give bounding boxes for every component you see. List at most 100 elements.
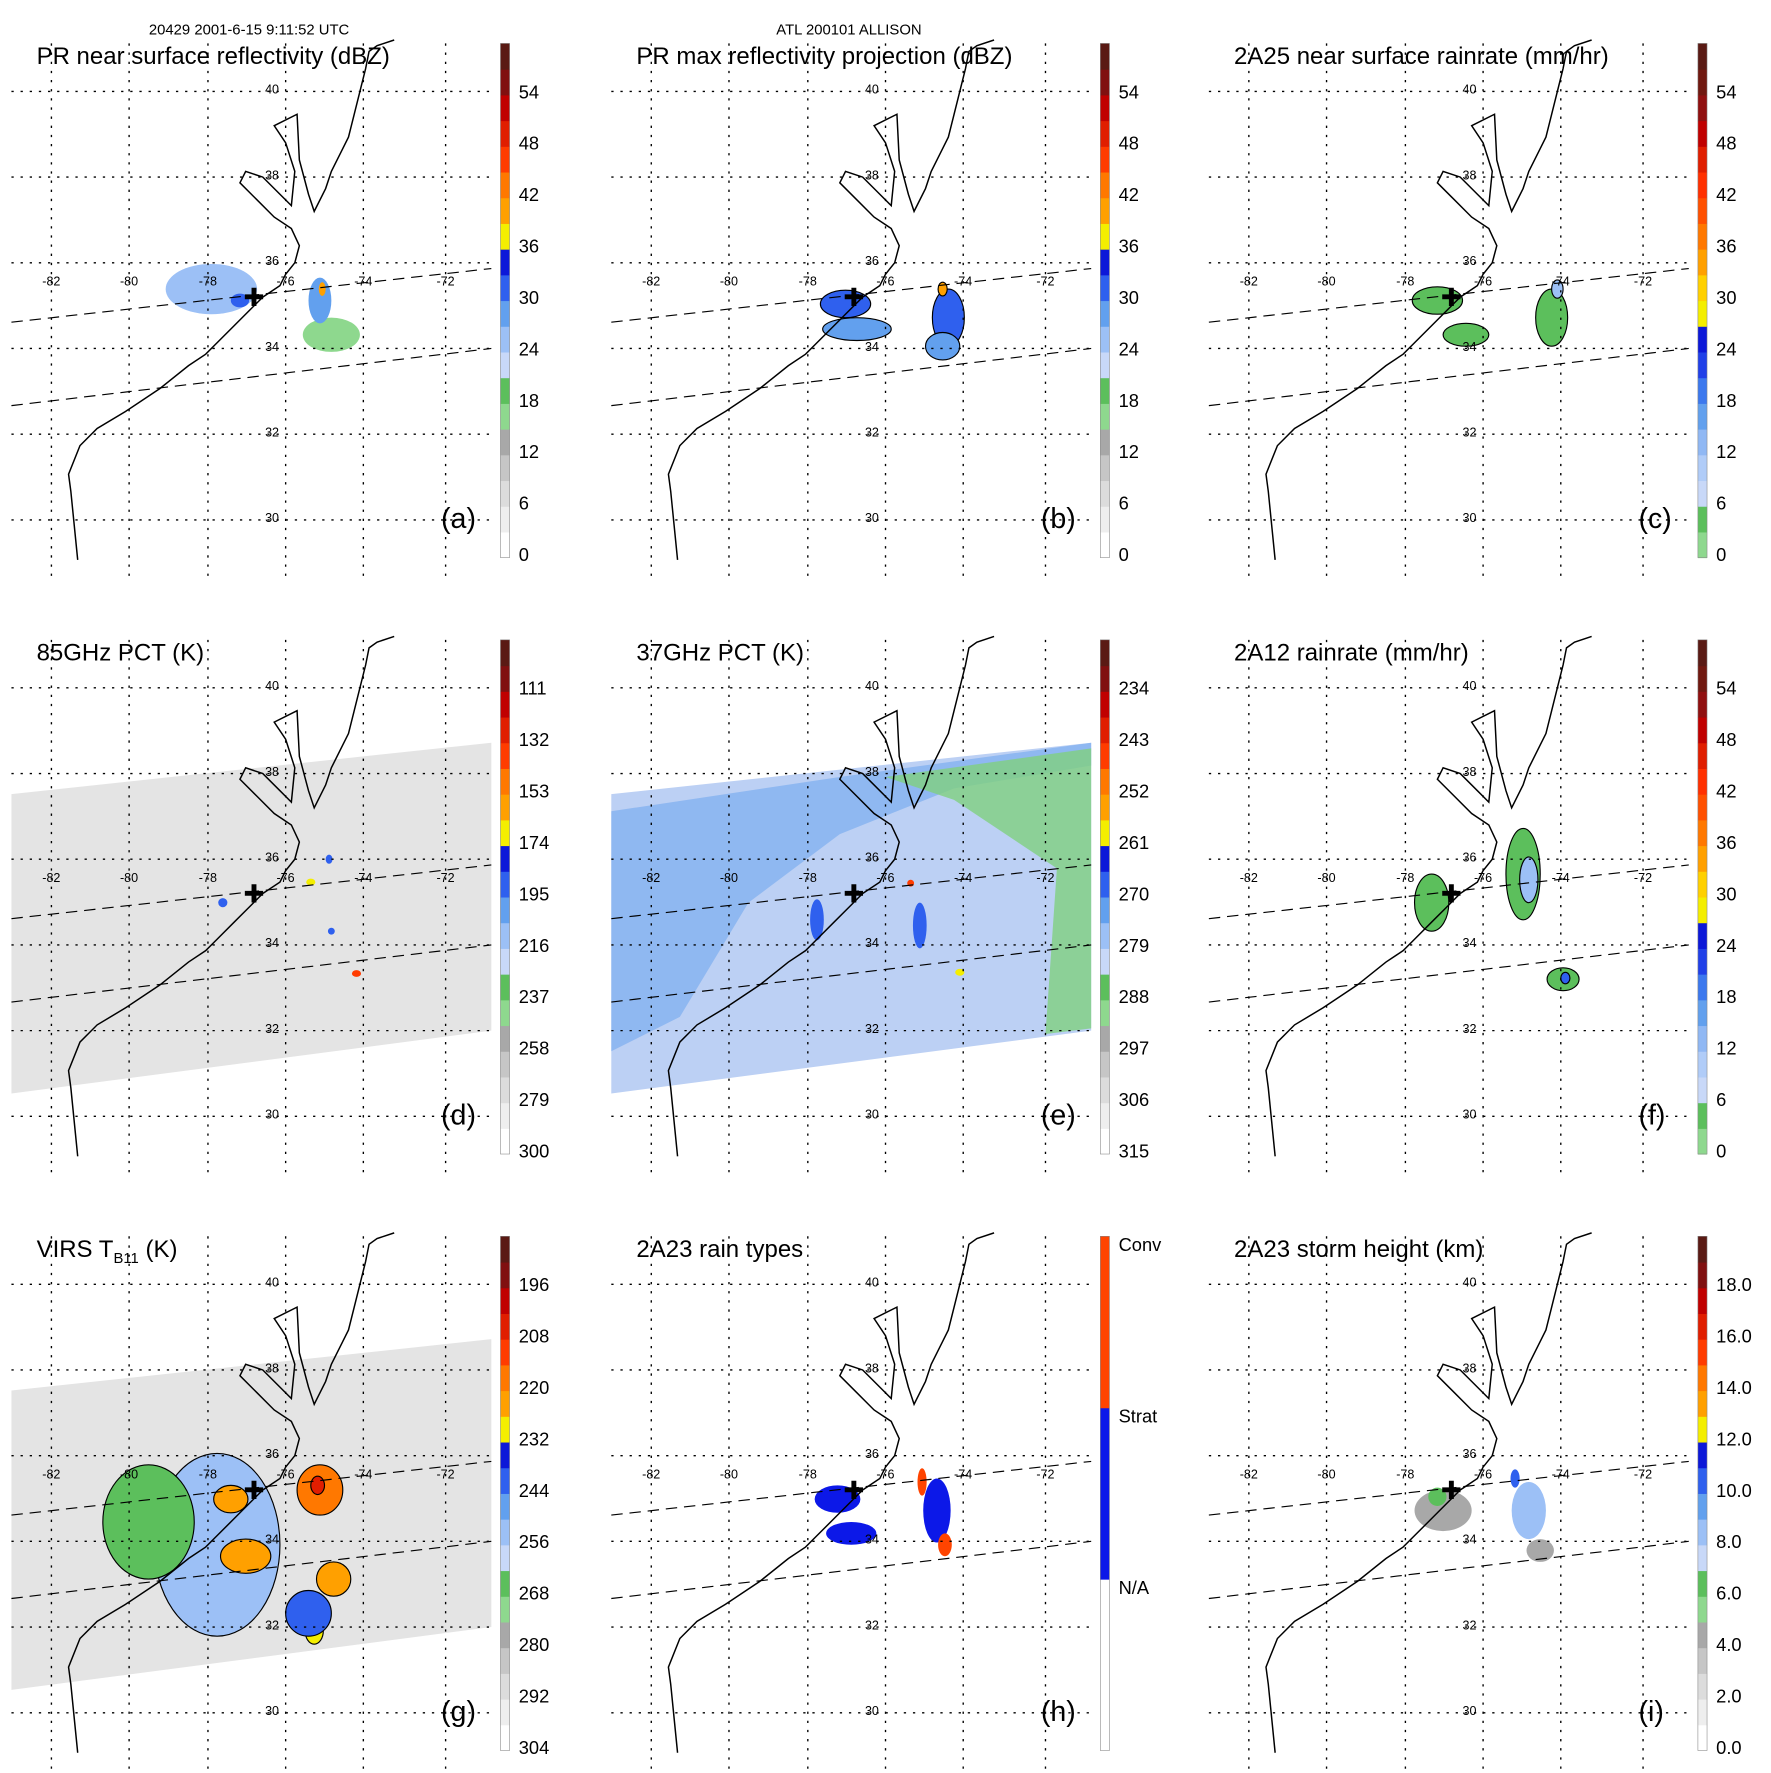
longitude-label: -80 [720,1468,738,1482]
swath-edge-south [1208,347,1689,407]
colorbar-segment [500,1313,510,1340]
colorbar-tick-label: 237 [518,988,550,1008]
colorbar-segment [1697,531,1708,559]
colorbar-segment [500,1236,510,1263]
panel-letter: (d) [441,1099,476,1132]
colorbar-tick-label: 252 [1118,782,1150,803]
latitude-label: 38 [865,765,879,779]
swath-edge-north [611,267,1092,323]
latitude-label: 34 [1463,1533,1477,1547]
panel-title: 2A12 rainrate (mm/hr) [1234,640,1469,667]
colorbar-segment [1697,794,1708,821]
colorbar-frame [500,639,510,1155]
longitude-label: -76 [876,275,894,289]
latitude-label: 34 [1463,340,1477,354]
panel-title-units: (K) [138,1236,178,1263]
colorbar-segment [500,223,510,250]
colorbar-frame [1697,1236,1708,1751]
precip-feature [912,902,927,949]
map-canvas: ✚ 40 38 36 34 32 30 -82 -80 -78 -76 -74 -72 [611,39,1110,581]
latitude-label: 40 [265,83,279,97]
colorbar-segment [500,819,510,847]
latitude-label: 40 [1463,679,1477,693]
colorbar-tick-label: 195 [518,885,550,905]
colorbar-segment [1697,1287,1708,1314]
longitude-label: -82 [1240,275,1258,289]
panel-title-text: 2A12 rainrate (mm/hr) [1234,639,1469,667]
storm-center-icon: ✚ [243,880,264,909]
coastline [1265,39,1592,560]
longitude-label: -76 [876,1468,894,1482]
colorbar-segment [1697,1262,1708,1289]
latitude-label: 38 [265,168,279,182]
longitude-label: -74 [354,871,372,885]
colorbar-tick-label: 4.0 [1716,1636,1742,1656]
colorbar-segment [1697,768,1708,795]
colorbar-tick-label: 111 [518,679,547,700]
latitude-label: 30 [865,1704,879,1718]
colorbar-tick-label: 48 [518,134,540,155]
latitude-label: 36 [1463,851,1477,865]
longitude-label: -72 [1036,871,1054,885]
colorbar-tick-label: 12 [1716,1039,1737,1060]
colorbar-tick-label: 30 [1716,885,1737,905]
panel-letter: (e) [1040,1099,1076,1132]
colorbar-segment [1697,1416,1708,1443]
colorbar-segment [500,1544,510,1572]
colorbar-segment [1697,819,1708,847]
longitude-label: -80 [1317,275,1335,289]
colorbar-segment [500,454,510,482]
coastline [67,1232,395,1753]
colorbar-segment [1697,1493,1708,1520]
coastline [1265,1232,1592,1753]
latitude-label: 30 [265,1704,279,1718]
precip-feature [1551,279,1564,299]
storm-center-icon: ✚ [1441,880,1462,909]
colorbar-segment [1697,742,1708,769]
colorbar-tick-label: 280 [518,1636,550,1656]
colorbar-tick-label: 0 [518,546,529,566]
longitude-label: -74 [954,275,972,289]
longitude-label: -80 [1317,871,1335,885]
coastline [667,1232,995,1753]
colorbar-tick-label: 216 [518,936,550,957]
colorbar-tick-label: 6 [1716,1091,1727,1111]
colorbar-segment [500,1339,510,1366]
colorbar-tick-label: 42 [1716,186,1737,206]
longitude-label: -78 [1396,275,1414,289]
colorbar-segment [1697,326,1708,353]
colorbar-segment [500,768,510,795]
latitude-label: 40 [265,1276,279,1290]
colorbar-segment [1697,1102,1708,1129]
latitude-label: 30 [265,511,279,525]
storm-center-icon: ✚ [843,283,864,312]
colorbar-tick-label: 208 [518,1327,550,1348]
colorbar-segment [1100,665,1110,692]
longitude-label: -76 [277,1468,295,1482]
coastline [667,39,995,560]
panel-title: 2A23 storm height (km) [1234,1236,1483,1263]
latitude-label: 32 [265,425,279,439]
latitude-label: 38 [865,1361,879,1375]
swath-edge-north [1208,1460,1689,1516]
longitude-label: -78 [199,1468,217,1482]
precip-feature [917,1468,927,1496]
colorbar-segment [500,1647,510,1674]
colorbar-segment [500,249,510,276]
latitude-label: 30 [865,511,879,525]
longitude-label: -72 [436,275,454,289]
colorbar-segment [500,1051,510,1078]
colorbar-segment [1100,94,1110,122]
map-canvas: ✚ 40 38 36 34 32 30 -82 -80 -78 -76 -74 -72 [11,1232,510,1773]
colorbar-segment [500,1596,510,1623]
latitude-label: 36 [1463,1447,1477,1461]
colorbar-tick-label: 243 [1118,731,1150,751]
precip-feature [213,1484,249,1514]
colorbar-tick-label: 36 [1716,834,1737,854]
colorbar-segment [500,1441,510,1469]
precip-feature [218,898,228,908]
colorbar-segment [1100,351,1110,379]
panel-title: 85GHz PCT (K) [37,640,205,667]
colorbar-segment [500,1102,510,1129]
longitude-label: -76 [277,275,295,289]
